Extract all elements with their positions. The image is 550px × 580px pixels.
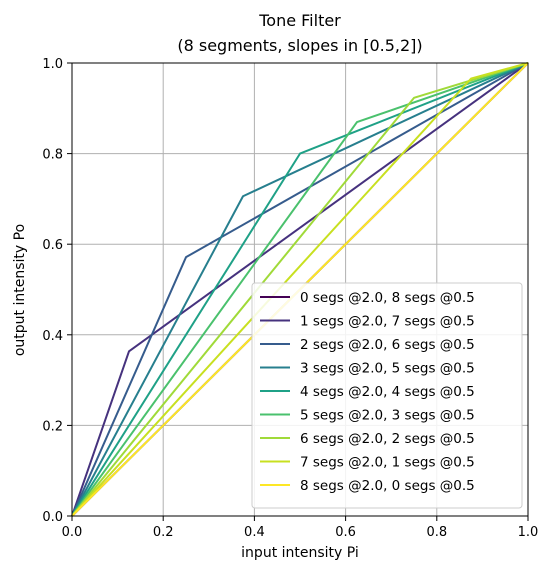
x-tick-label: 1.0 bbox=[518, 525, 539, 540]
legend-label: 8 segs @2.0, 0 segs @0.5 bbox=[300, 478, 475, 494]
y-tick-label: 0.0 bbox=[42, 510, 63, 525]
legend-label: 6 segs @2.0, 2 segs @0.5 bbox=[300, 431, 475, 447]
plot-frame bbox=[71, 62, 529, 517]
legend-label: 5 segs @2.0, 3 segs @0.5 bbox=[300, 408, 475, 424]
legend-label: 0 segs @2.0, 8 segs @0.5 bbox=[300, 290, 475, 306]
y-tick-label: 0.4 bbox=[42, 329, 63, 344]
series-line-3 bbox=[71, 62, 529, 517]
x-tick-label: 0.8 bbox=[426, 525, 447, 540]
legend-label: 3 segs @2.0, 5 segs @0.5 bbox=[300, 361, 475, 377]
series-line-5 bbox=[71, 62, 529, 517]
series-line-7 bbox=[71, 62, 529, 517]
series-line-2 bbox=[71, 62, 529, 517]
x-tick-label: 0.0 bbox=[62, 525, 83, 540]
legend-box bbox=[251, 282, 523, 509]
legend-label: 7 segs @2.0, 1 segs @0.5 bbox=[300, 455, 475, 471]
y-tick-label: 0.2 bbox=[42, 419, 63, 434]
x-axis-label: input intensity Pi bbox=[241, 545, 359, 561]
series-line-1 bbox=[71, 62, 529, 517]
legend-label: 2 segs @2.0, 6 segs @0.5 bbox=[300, 337, 475, 353]
x-axis-ticks: 0.0 0.2 0.4 0.6 0.8 1.0 bbox=[62, 516, 539, 540]
series-line-4 bbox=[71, 62, 529, 517]
legend: 0 segs @2.0, 8 segs @0.5 1 segs @2.0, 7 s… bbox=[251, 282, 523, 509]
y-axis-ticks: 0.0 0.2 0.4 0.6 0.8 1.0 bbox=[42, 57, 72, 525]
x-tick-label: 0.6 bbox=[335, 525, 356, 540]
y-tick-label: 1.0 bbox=[42, 57, 63, 72]
legend-label: 4 segs @2.0, 4 segs @0.5 bbox=[300, 384, 475, 400]
legend-label: 1 segs @2.0, 7 segs @0.5 bbox=[300, 314, 475, 330]
y-tick-label: 0.8 bbox=[42, 148, 63, 163]
series-line-6 bbox=[71, 62, 529, 517]
x-tick-label: 0.4 bbox=[244, 525, 265, 540]
x-tick-label: 0.2 bbox=[153, 525, 174, 540]
y-axis-label: output intensity Po bbox=[12, 224, 28, 356]
y-tick-label: 0.6 bbox=[42, 238, 63, 253]
chart-subtitle: (8 segments, slopes in [0.5,2]) bbox=[177, 36, 422, 55]
chart-title: Tone Filter bbox=[258, 11, 341, 30]
